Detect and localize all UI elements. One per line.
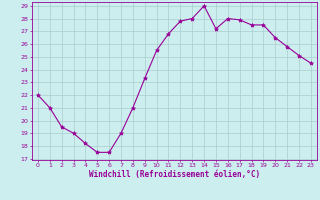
X-axis label: Windchill (Refroidissement éolien,°C): Windchill (Refroidissement éolien,°C): [89, 170, 260, 179]
